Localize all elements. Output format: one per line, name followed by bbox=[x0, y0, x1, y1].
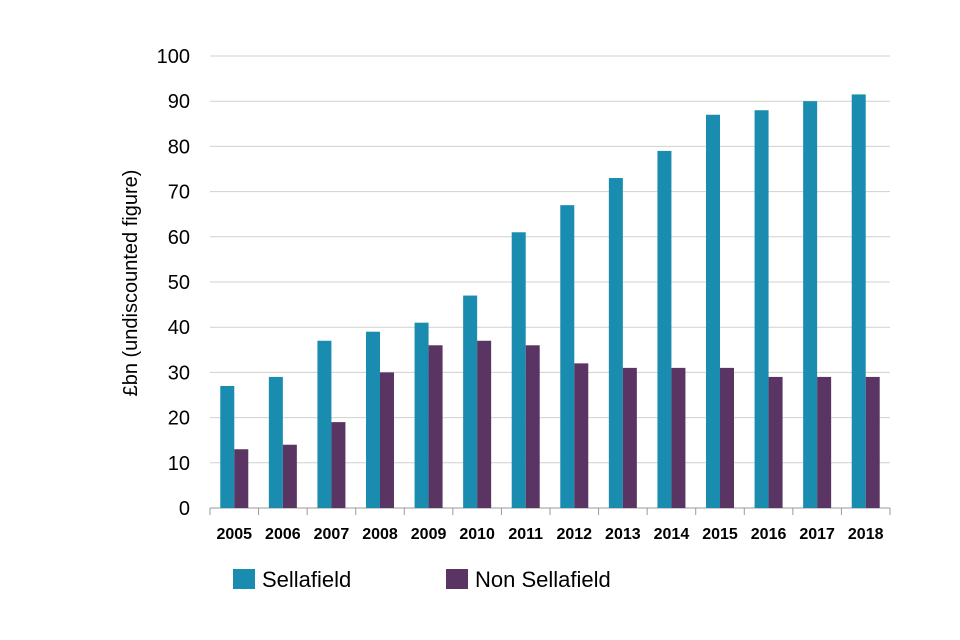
bar-non-sellafield bbox=[331, 422, 346, 508]
bar-non-sellafield bbox=[282, 444, 297, 508]
x-tick-label: 2018 bbox=[848, 526, 884, 543]
bar-sellafield bbox=[851, 94, 866, 509]
bar-sellafield bbox=[754, 110, 769, 509]
y-axis-label: £bn (undiscounted figure) bbox=[120, 170, 142, 397]
x-axis-ticks: 2005 2006 2007 2008 2009 2010 2011 2012 2013 2014… bbox=[209, 508, 891, 543]
bar-non-sellafield bbox=[768, 376, 783, 508]
x-tick-label: 2006 bbox=[265, 526, 301, 543]
bar-sellafield bbox=[220, 385, 235, 508]
x-tick-label: 2005 bbox=[216, 526, 252, 543]
legend-swatch bbox=[446, 569, 468, 589]
y-axis-ticks: 0 10 20 30 40 50 60 70 80 90 100 bbox=[157, 46, 190, 520]
y-tick-label: 30 bbox=[168, 362, 190, 384]
legend-label: Sellafield bbox=[262, 567, 351, 592]
bar-sellafield bbox=[657, 150, 672, 509]
bar-non-sellafield bbox=[477, 340, 492, 508]
x-tick-label: 2010 bbox=[459, 526, 495, 543]
bar-sellafield bbox=[803, 101, 818, 508]
bar-sellafield bbox=[414, 322, 429, 508]
y-tick-label: 20 bbox=[168, 408, 190, 430]
bar-sellafield bbox=[608, 178, 623, 509]
bar-sellafield bbox=[268, 376, 283, 508]
legend-label: Non Sellafield bbox=[475, 567, 611, 592]
bar-sellafield bbox=[366, 331, 380, 508]
x-tick-label: 2008 bbox=[362, 526, 398, 543]
x-tick-label: 2011 bbox=[508, 526, 543, 543]
bar-non-sellafield bbox=[525, 345, 540, 508]
y-tick-label: 100 bbox=[157, 46, 190, 68]
x-tick-label: 2013 bbox=[605, 526, 641, 543]
bar-non-sellafield bbox=[671, 367, 686, 508]
gridlines bbox=[210, 55, 890, 509]
bar-non-sellafield bbox=[574, 363, 589, 508]
legend: Sellafield Non Sellafield bbox=[233, 567, 611, 592]
bar-sellafield bbox=[317, 340, 332, 508]
bar-non-sellafield bbox=[234, 449, 249, 508]
bar-sellafield bbox=[511, 232, 526, 508]
y-tick-label: 80 bbox=[168, 136, 190, 158]
y-tick-label: 90 bbox=[168, 91, 190, 113]
bar-sellafield bbox=[560, 205, 575, 508]
y-tick-label: 10 bbox=[168, 453, 190, 475]
y-tick-label: 40 bbox=[168, 317, 190, 339]
x-tick-label: 2009 bbox=[411, 526, 447, 543]
x-tick-label: 2007 bbox=[314, 526, 350, 543]
y-tick-label: 70 bbox=[168, 182, 190, 204]
y-tick-label: 50 bbox=[168, 272, 190, 294]
bar-non-sellafield bbox=[865, 376, 880, 508]
bar-non-sellafield bbox=[428, 345, 443, 508]
y-tick-label: 0 bbox=[179, 498, 190, 520]
x-tick-label: 2015 bbox=[702, 526, 738, 543]
x-tick-label: 2014 bbox=[654, 526, 690, 543]
y-tick-label: 60 bbox=[168, 227, 190, 249]
legend-swatch bbox=[233, 569, 255, 589]
bar-non-sellafield bbox=[817, 376, 832, 508]
bar-non-sellafield bbox=[380, 372, 394, 508]
bars bbox=[220, 94, 880, 509]
bar-sellafield bbox=[463, 295, 478, 508]
bar-non-sellafield bbox=[720, 367, 734, 508]
x-tick-label: 2012 bbox=[556, 526, 592, 543]
x-tick-label: 2017 bbox=[799, 526, 835, 543]
bar-sellafield bbox=[706, 114, 720, 508]
x-tick-label: 2016 bbox=[751, 526, 787, 543]
bar-non-sellafield bbox=[622, 367, 637, 508]
